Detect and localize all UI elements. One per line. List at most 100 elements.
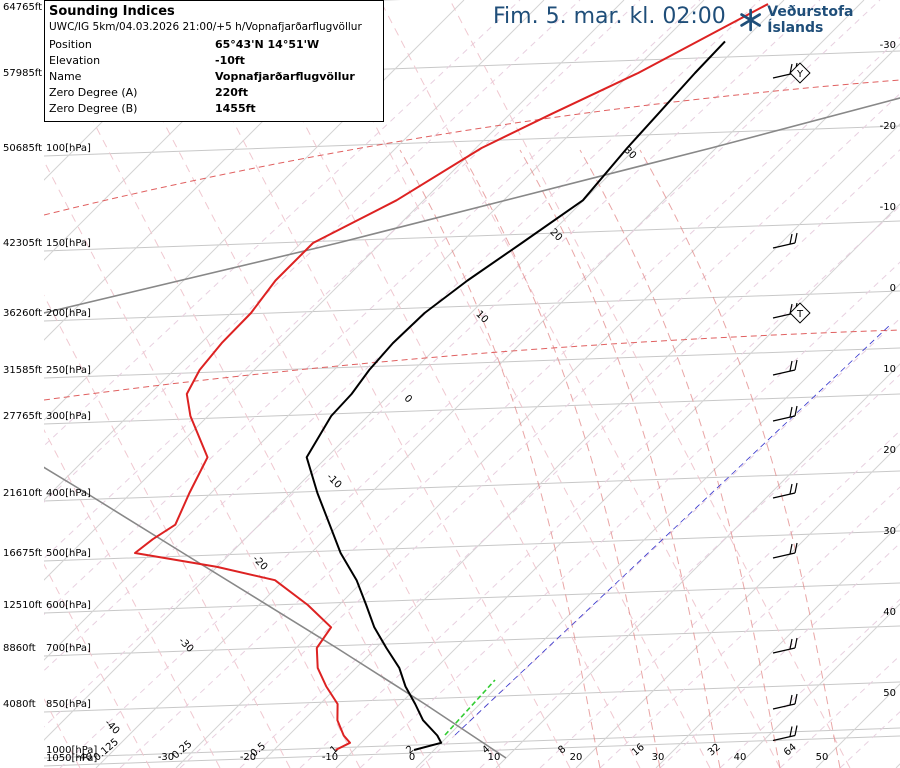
info-value: -10ft bbox=[215, 53, 245, 67]
info-value: 65°43'N 14°51'W bbox=[215, 37, 320, 51]
mixing-ratio-line bbox=[99, 0, 501, 768]
mixing-ratio-line bbox=[239, 0, 641, 768]
altitude-label: 42305ft bbox=[3, 238, 42, 249]
sounding-indices-title: Sounding Indices bbox=[49, 4, 175, 19]
dry-adiabat bbox=[419, 317, 900, 768]
moist-adiabat bbox=[639, 149, 841, 768]
info-row-zero-degree-a: Zero Degree (A) 220ft bbox=[49, 84, 379, 100]
brand-name: Veðurstofa Íslands bbox=[767, 4, 854, 36]
wind-barb bbox=[772, 492, 796, 499]
isotherm--90 bbox=[44, 0, 465, 421]
dry-adiabat bbox=[659, 542, 900, 768]
isobar-150 bbox=[44, 220, 900, 252]
isotherm-40 bbox=[735, 603, 900, 768]
snowflake-logo-icon bbox=[740, 8, 761, 32]
dry-adiabat bbox=[44, 0, 821, 728]
isotherm--60 bbox=[44, 0, 705, 661]
wind-barb-feather bbox=[789, 694, 793, 706]
mixing-ratio-label: 32 bbox=[706, 742, 723, 759]
temperature-tick-label: 50 bbox=[816, 752, 829, 763]
dry-adiabat bbox=[119, 36, 900, 768]
dry-adiabat bbox=[359, 261, 900, 768]
isotherm-label: -20 bbox=[250, 554, 269, 573]
wind-barb-feather bbox=[794, 482, 798, 494]
isotherm--10 bbox=[335, 203, 900, 768]
temperature-tick-label: -10 bbox=[322, 752, 338, 763]
wind-marker bbox=[789, 62, 811, 84]
moist-adiabat bbox=[579, 149, 781, 768]
mixing-ratio-line bbox=[379, 0, 781, 768]
isotherm--70 bbox=[44, 0, 625, 581]
dry-adiabat bbox=[44, 0, 521, 447]
temperature-tick-label: 40 bbox=[734, 752, 747, 763]
altitude-label: 50685ft bbox=[3, 143, 42, 154]
pressure-label: 1000[hPa] bbox=[46, 745, 97, 756]
dry-adiabat bbox=[839, 711, 900, 768]
mixing-ratio-label: 4 bbox=[480, 744, 492, 757]
wind-barb-feather bbox=[789, 638, 793, 650]
isobar-400 bbox=[44, 470, 900, 502]
mixing-ratio-line bbox=[44, 160, 361, 768]
right-axis-label: 30 bbox=[883, 526, 896, 537]
wind-barb bbox=[772, 242, 796, 249]
sounding-indices-panel: Sounding Indices UWC/IG 5km/04.03.2026 2… bbox=[44, 0, 384, 122]
info-key: Zero Degree (A) bbox=[49, 85, 138, 99]
pressure-label: 500[hPa] bbox=[46, 548, 91, 559]
moist-adiabat bbox=[459, 149, 661, 768]
mixing-ratio-line bbox=[44, 428, 221, 768]
wind-barb bbox=[772, 415, 796, 422]
dry-adiabat bbox=[539, 430, 900, 768]
right-axis-label: -30 bbox=[880, 40, 896, 51]
mixing-ratio-label: 1 bbox=[328, 744, 340, 757]
right-axis-label: 40 bbox=[883, 607, 896, 618]
wind-barb bbox=[772, 552, 796, 559]
altitude-label: 31585ft bbox=[3, 365, 42, 376]
brand-logo: Veðurstofa Íslands bbox=[738, 4, 900, 36]
tropopause-line bbox=[44, 79, 900, 216]
dry-adiabat bbox=[599, 486, 900, 768]
temperature-tick-label: -40 bbox=[76, 752, 92, 763]
isobar-500 bbox=[44, 530, 900, 562]
info-value: Vopnafjarðarflugvöllur bbox=[215, 69, 355, 83]
info-row-name: Name Vopnafjarðarflugvöllur bbox=[49, 68, 379, 84]
pressure-label: 150[hPa] bbox=[46, 238, 91, 249]
temperature-tick-label: 30 bbox=[652, 752, 665, 763]
altitude-label: 21610ft bbox=[3, 488, 42, 499]
altitude-label: 36260ft bbox=[3, 308, 42, 319]
isotherm--20 bbox=[255, 123, 900, 768]
pressure-label: 200[hPa] bbox=[46, 308, 91, 319]
altitude-label: 27765ft bbox=[3, 411, 42, 422]
isotherm--100 bbox=[44, 0, 385, 341]
info-key: Position bbox=[49, 37, 92, 51]
level-line bbox=[44, 329, 900, 401]
forecast-time-title: Fim. 5. mar. kl. 02:00 bbox=[493, 4, 726, 29]
pressure-label: 300[hPa] bbox=[46, 411, 91, 422]
sounding-run-info: UWC/IG 5km/04.03.2026 21:00/+5 h/Vopnafj… bbox=[49, 21, 362, 33]
altitude-label: 12510ft bbox=[3, 600, 42, 611]
mixing-ratio-label: 64 bbox=[782, 742, 799, 759]
dry-adiabat bbox=[779, 654, 900, 768]
temperature-tick-label: 10 bbox=[488, 752, 501, 763]
mixing-ratio-line bbox=[449, 0, 851, 768]
mixing-ratio-line bbox=[44, 294, 291, 768]
isobar-600 bbox=[44, 582, 900, 614]
wind-barb-feather bbox=[794, 359, 798, 371]
wind-barb-feather bbox=[789, 543, 793, 555]
isotherm-60 bbox=[895, 763, 900, 768]
isotherm-label: -10 bbox=[324, 472, 343, 491]
info-row-position: Position 65°43'N 14°51'W bbox=[49, 36, 379, 52]
right-axis-label: -20 bbox=[880, 121, 896, 132]
mixing-ratio-line bbox=[309, 0, 711, 768]
wind-barb-feather bbox=[789, 406, 793, 418]
dewpoint-profile bbox=[134, 3, 769, 751]
info-key: Zero Degree (B) bbox=[49, 101, 138, 115]
isobar-1050 bbox=[44, 735, 900, 767]
pressure-label: 100[hPa] bbox=[46, 143, 91, 154]
isotherm-label: -40 bbox=[102, 718, 121, 737]
info-row-zero-degree-b: Zero Degree (B) 1455ft bbox=[49, 100, 379, 116]
temperature-tick-label: -30 bbox=[158, 752, 174, 763]
isotherm-label: -30 bbox=[176, 636, 195, 655]
temperature-tick-label: 20 bbox=[570, 752, 583, 763]
